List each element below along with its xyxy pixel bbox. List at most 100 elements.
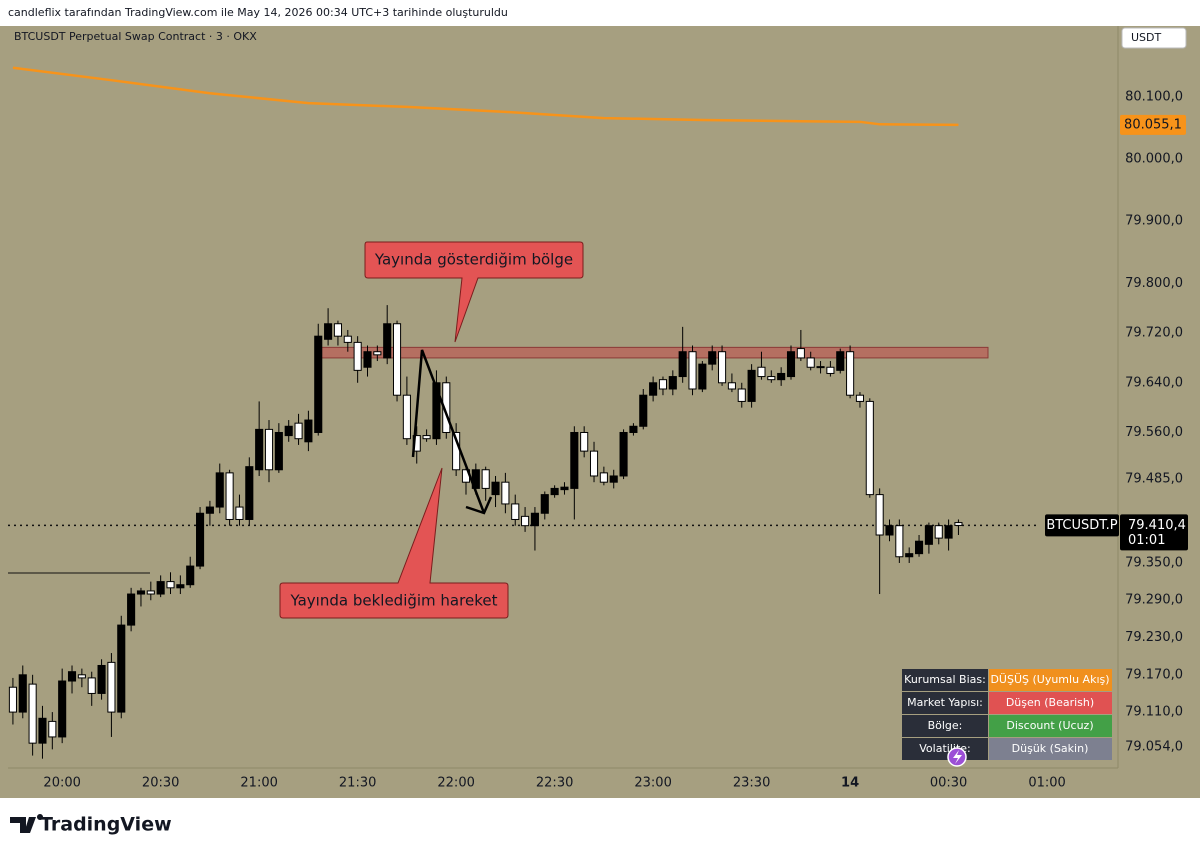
table-value: Discount (Ucuz) <box>1006 719 1093 732</box>
candle-body <box>629 425 638 433</box>
candle-body <box>727 382 736 390</box>
candle-body <box>294 422 303 440</box>
candle-body <box>264 428 274 471</box>
candle-body <box>924 525 933 545</box>
candle-body <box>363 351 372 368</box>
x-tick-label: 23:30 <box>733 776 770 791</box>
x-tick-label: 21:30 <box>339 776 376 791</box>
candle-body <box>678 351 687 378</box>
table-label-cell <box>902 692 988 714</box>
moving-average <box>12 66 959 127</box>
candle-body <box>422 435 431 440</box>
candle-body <box>816 366 825 369</box>
x-tick-label: 22:00 <box>437 776 474 791</box>
candle-body <box>314 335 323 433</box>
drawn-path <box>411 349 486 514</box>
y-tick-label: 79.290,0 <box>1125 593 1183 608</box>
candle-body <box>304 419 313 443</box>
candle-body <box>383 323 392 359</box>
candle-body <box>373 351 382 356</box>
candle-body <box>166 581 175 589</box>
candle-body <box>353 341 362 371</box>
candle-body <box>8 686 17 713</box>
candle-body <box>28 683 37 744</box>
candle-body <box>649 382 658 396</box>
y-tick-label: 80.100,0 <box>1125 89 1183 104</box>
x-tick-label: 21:00 <box>240 776 277 791</box>
candle-body <box>333 323 342 337</box>
candle-body <box>48 720 57 738</box>
candle-body <box>127 593 136 626</box>
table-label: Bölge: <box>928 719 963 732</box>
y-tick-label: 80.000,0 <box>1125 152 1183 167</box>
candle-body <box>757 366 766 378</box>
candle-body <box>97 664 106 694</box>
candle-body <box>255 428 264 471</box>
candle-body <box>77 674 86 679</box>
candle-body <box>915 540 924 555</box>
candle-body <box>402 394 411 440</box>
candle-body <box>836 351 845 371</box>
x-tick-label: 20:30 <box>142 776 179 791</box>
candle-body <box>747 369 756 402</box>
candle-body <box>589 450 599 477</box>
ma-price-tag <box>1120 114 1186 135</box>
candle-body <box>146 590 155 595</box>
candle-body <box>806 357 815 368</box>
candle-body <box>688 351 697 390</box>
alert-icon-bolt <box>953 750 962 764</box>
y-tick-label: 79.054,0 <box>1125 739 1183 754</box>
candle-body <box>107 661 116 713</box>
candle-body <box>855 394 864 402</box>
candle-body <box>698 363 707 390</box>
symbol-title: BTCUSDT Perpetual Swap Contract · 3 · OK… <box>14 30 257 43</box>
y-tick-label: 79.640,0 <box>1125 375 1183 390</box>
candle-body <box>481 469 490 489</box>
table-value-cell <box>989 692 1112 714</box>
candle-body <box>796 348 805 359</box>
logo-text: TradingView <box>40 814 172 836</box>
y-tick-label: 79.485,0 <box>1125 472 1183 487</box>
y-tick-label: 79.720,0 <box>1125 326 1183 341</box>
candle-body <box>639 394 648 427</box>
candle-body <box>786 351 796 378</box>
candle-body <box>225 472 234 520</box>
callout-text: Yayında gösterdiğim bölge <box>374 251 573 269</box>
y-tick-label: 79.900,0 <box>1125 214 1183 229</box>
candle-body <box>550 487 559 496</box>
y-tick-label: 79.230,0 <box>1125 630 1183 645</box>
currency[interactable]: USDT <box>1131 31 1162 44</box>
candle-body <box>954 522 963 526</box>
candle-body <box>570 431 579 489</box>
y-tick-label: 79.350,0 <box>1125 555 1183 570</box>
candle-body <box>67 671 77 682</box>
table-label: Market Yapısı: <box>907 696 983 709</box>
candle-body <box>846 351 855 396</box>
candle-body <box>530 512 539 527</box>
candle-body <box>176 584 185 589</box>
candle-body <box>885 525 894 536</box>
candle-body <box>767 376 776 381</box>
currency-button[interactable] <box>1121 27 1187 49</box>
callout-text: Yayında beklediğim hareket <box>290 592 498 610</box>
candle-body <box>540 494 549 514</box>
candle-body <box>245 466 254 520</box>
table-label: Kurumsal Bias: <box>904 673 986 686</box>
candle-body <box>599 472 608 483</box>
logo-mark <box>10 814 44 833</box>
candle-body <box>718 351 727 384</box>
table-value-cell <box>989 669 1112 691</box>
candle-body <box>865 400 874 496</box>
symbol-tag <box>1045 514 1119 537</box>
candle-body <box>136 590 146 595</box>
candle-body <box>284 425 293 437</box>
candle-body <box>905 553 914 558</box>
candle-body <box>117 624 126 713</box>
table-value: Düşen (Bearish) <box>1006 696 1094 709</box>
candle-body <box>205 506 214 514</box>
candle-body <box>87 677 96 694</box>
table-value: Düşük (Sakin) <box>1012 742 1089 755</box>
credit: candleflix tarafından TradingView.com il… <box>8 6 508 19</box>
candle-body <box>609 475 618 483</box>
